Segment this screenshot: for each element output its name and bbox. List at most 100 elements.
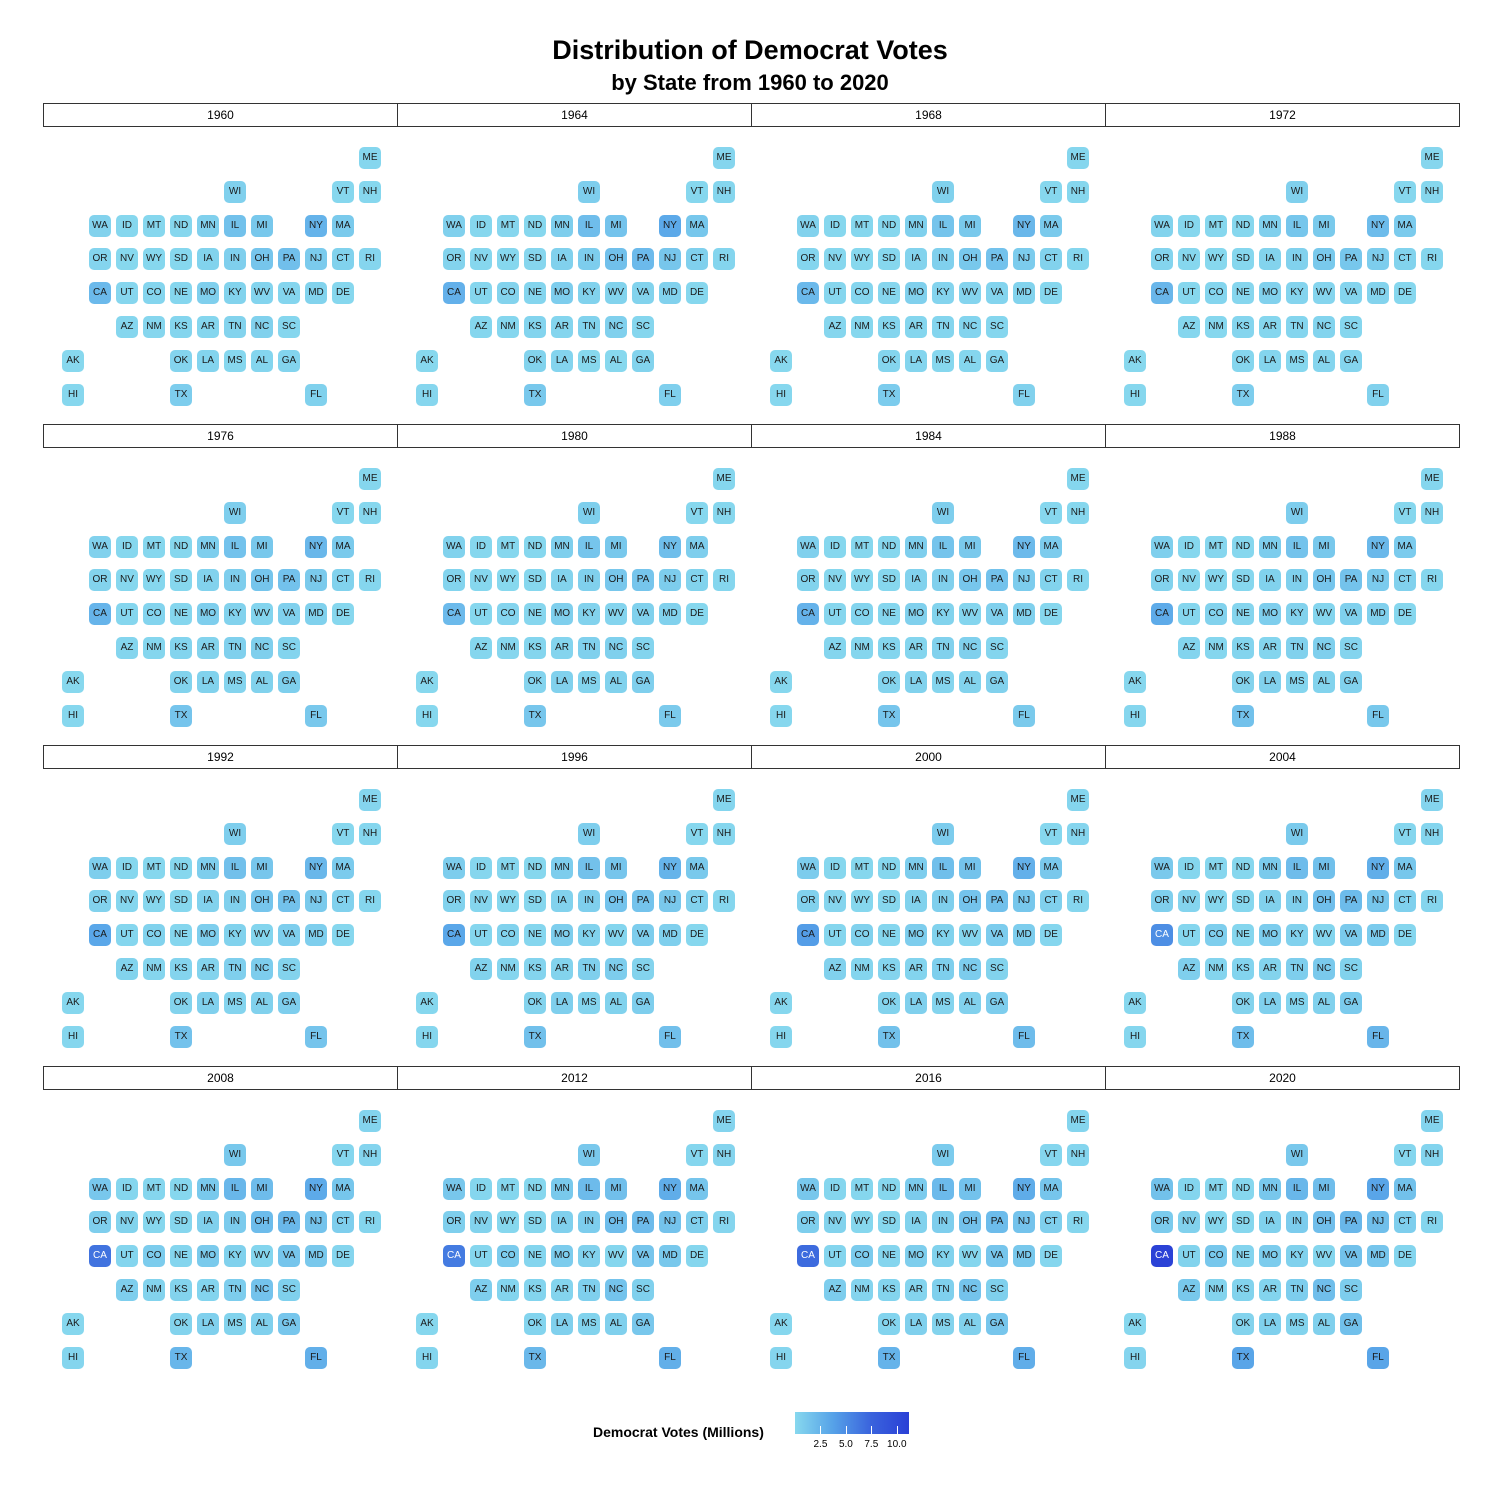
state-tile-oh: OH xyxy=(605,890,627,913)
state-tile-id: ID xyxy=(116,214,138,237)
state-tile-vt: VT xyxy=(1394,1143,1416,1166)
state-tile-sc: SC xyxy=(278,316,300,338)
state-tile-al: AL xyxy=(605,991,627,1014)
state-tile-ak: AK xyxy=(770,1312,792,1335)
state-tile-la: LA xyxy=(1259,349,1281,372)
state-tile-hi: HI xyxy=(62,704,84,727)
state-tile-ok: OK xyxy=(170,670,192,693)
state-tile-nh: NH xyxy=(713,1143,735,1166)
state-tile-ri: RI xyxy=(1067,569,1089,592)
state-tile-me: ME xyxy=(1067,147,1089,169)
state-tile-ak: AK xyxy=(62,349,84,372)
state-tile-ut: UT xyxy=(116,924,138,947)
state-tile-mn: MN xyxy=(905,1177,927,1200)
state-tile-in: IN xyxy=(578,248,600,271)
state-tile-in: IN xyxy=(932,569,954,592)
state-tile-sc: SC xyxy=(986,316,1008,338)
state-tile-ok: OK xyxy=(1232,349,1254,372)
state-tile-mo: MO xyxy=(905,924,927,947)
state-tile-ar: AR xyxy=(197,958,219,980)
state-tile-la: LA xyxy=(905,349,927,372)
state-tile-nd: ND xyxy=(1232,856,1254,879)
state-tile-nj: NJ xyxy=(305,890,327,913)
state-tile-ca: CA xyxy=(89,282,111,305)
state-tile-ma: MA xyxy=(332,856,354,879)
state-tile-sc: SC xyxy=(632,958,654,980)
state-tile-id: ID xyxy=(116,1177,138,1200)
state-tile-ks: KS xyxy=(524,637,546,659)
state-tile-sc: SC xyxy=(1340,958,1362,980)
state-tile-va: VA xyxy=(278,924,300,947)
state-tile-ks: KS xyxy=(524,958,546,980)
state-tile-nv: NV xyxy=(116,1211,138,1234)
state-tile-de: DE xyxy=(686,1245,708,1268)
state-tile-il: IL xyxy=(1286,856,1308,879)
state-tile-ri: RI xyxy=(359,890,381,913)
state-tile-sc: SC xyxy=(1340,316,1362,338)
state-tile-wa: WA xyxy=(797,535,819,558)
state-tile-ms: MS xyxy=(224,1312,246,1335)
state-tile-va: VA xyxy=(1340,924,1362,947)
state-tile-ms: MS xyxy=(1286,349,1308,372)
state-tile-va: VA xyxy=(1340,282,1362,305)
state-tile-ri: RI xyxy=(1421,248,1443,271)
state-tile-ia: IA xyxy=(197,248,219,271)
state-tile-nh: NH xyxy=(1067,501,1089,524)
state-tile-md: MD xyxy=(659,1245,681,1268)
state-tile-ct: CT xyxy=(1394,1211,1416,1234)
state-tile-ct: CT xyxy=(686,1211,708,1234)
state-tile-nh: NH xyxy=(713,501,735,524)
state-tile-il: IL xyxy=(578,214,600,237)
state-tile-nc: NC xyxy=(1313,637,1335,659)
state-tile-fl: FL xyxy=(1367,1346,1389,1369)
state-tile-ct: CT xyxy=(1040,890,1062,913)
state-tile-la: LA xyxy=(197,1312,219,1335)
state-tile-ia: IA xyxy=(197,890,219,913)
state-tile-ri: RI xyxy=(1421,1211,1443,1234)
state-tile-nm: NM xyxy=(1205,1279,1227,1301)
state-tile-ia: IA xyxy=(551,1211,573,1234)
state-tile-wv: WV xyxy=(959,924,981,947)
state-tile-az: AZ xyxy=(1178,316,1200,338)
state-tile-ny: NY xyxy=(305,535,327,558)
state-tile-al: AL xyxy=(959,991,981,1014)
state-tile-wv: WV xyxy=(251,1245,273,1268)
state-tile-nj: NJ xyxy=(1367,569,1389,592)
state-tile-ga: GA xyxy=(278,349,300,372)
state-tile-ky: KY xyxy=(932,282,954,305)
state-tile-me: ME xyxy=(1067,468,1089,490)
state-tile-wy: WY xyxy=(1205,1211,1227,1234)
state-tile-mo: MO xyxy=(197,1245,219,1268)
state-tile-ks: KS xyxy=(1232,316,1254,338)
facet-panel-1972: 1972 ME WI VT NH WA ID MT ND MN IL MI NY MA OR NV WY SD IA… xyxy=(1105,103,1460,423)
state-tile-ma: MA xyxy=(332,1177,354,1200)
state-tile-ga: GA xyxy=(278,991,300,1014)
state-tile-ca: CA xyxy=(797,282,819,305)
state-tile-ak: AK xyxy=(770,349,792,372)
state-tile-tn: TN xyxy=(578,316,600,338)
state-tile-pa: PA xyxy=(632,890,654,913)
state-tile-de: DE xyxy=(1040,282,1062,305)
state-tile-ga: GA xyxy=(632,991,654,1014)
state-tile-ar: AR xyxy=(551,1279,573,1301)
state-tile-fl: FL xyxy=(1013,1025,1035,1048)
state-tile-wv: WV xyxy=(251,924,273,947)
state-tile-mi: MI xyxy=(605,1177,627,1200)
state-tile-md: MD xyxy=(1367,282,1389,305)
state-tile-tx: TX xyxy=(524,1346,546,1369)
state-tile-me: ME xyxy=(1421,468,1443,490)
state-tile-oh: OH xyxy=(959,1211,981,1234)
state-tile-mo: MO xyxy=(551,1245,573,1268)
state-tile-me: ME xyxy=(1067,1110,1089,1132)
state-tile-nc: NC xyxy=(605,637,627,659)
state-tile-ms: MS xyxy=(224,670,246,693)
state-tile-al: AL xyxy=(959,670,981,693)
state-tile-nj: NJ xyxy=(659,890,681,913)
state-tile-mi: MI xyxy=(605,856,627,879)
state-tile-ne: NE xyxy=(878,282,900,305)
state-tile-ri: RI xyxy=(713,248,735,271)
state-tile-nv: NV xyxy=(1178,890,1200,913)
chart-title: Distribution of Democrat Votes xyxy=(552,35,948,65)
state-tile-ky: KY xyxy=(1286,1245,1308,1268)
state-tile-or: OR xyxy=(443,248,465,271)
